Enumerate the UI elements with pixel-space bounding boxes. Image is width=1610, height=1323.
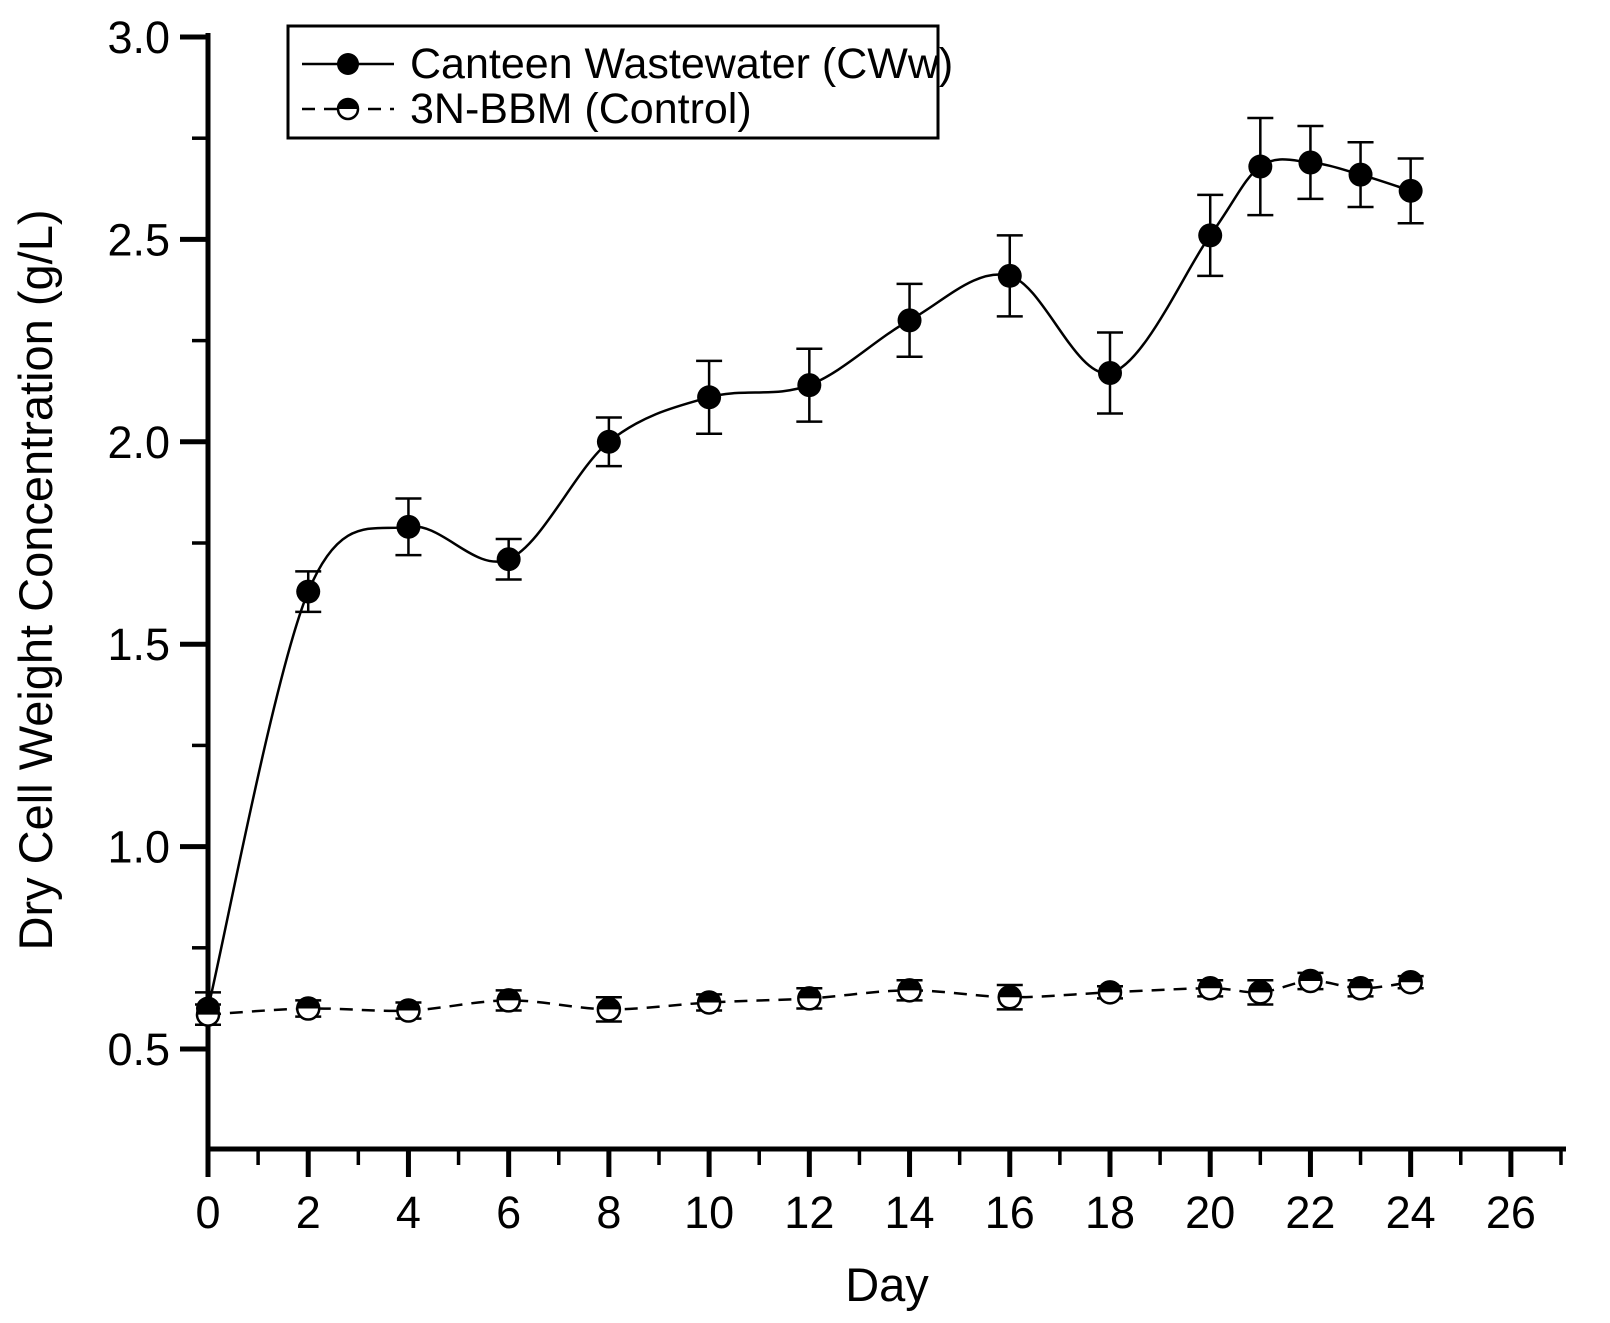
legend: Canteen Wastewater (CWw) 3N-BBM (Control… [286, 24, 953, 140]
data-point-marker-filled [1298, 150, 1323, 175]
x-tick-label: 16 [985, 1187, 1035, 1238]
data-point-marker-filled [797, 373, 822, 398]
data-point-marker-half-fill [197, 1003, 219, 1015]
x-tick-label: 6 [496, 1187, 521, 1238]
x-tick-label: 22 [1285, 1187, 1335, 1238]
series-control [195, 968, 1424, 1027]
data-point-marker-filled [396, 514, 421, 539]
y-tick-label: 2.5 [107, 214, 170, 265]
data-point-marker-half-fill [698, 991, 721, 1003]
data-point-marker-half-fill [297, 997, 320, 1009]
data-point-marker-half-fill [397, 999, 420, 1011]
y-tick-label: 3.0 [107, 12, 170, 63]
x-tick-label: 14 [885, 1187, 935, 1238]
data-point-marker-filled [337, 53, 359, 75]
data-point-marker-half-fill [1249, 981, 1272, 993]
data-point-marker-filled [1198, 223, 1223, 248]
y-tick-label: 0.5 [107, 1024, 170, 1075]
x-tick-label: 0 [195, 1187, 220, 1238]
data-point-marker-filled [496, 547, 521, 572]
data-series [195, 116, 1424, 1027]
data-point-marker-filled [1348, 162, 1373, 187]
x-tick-label: 4 [396, 1187, 421, 1238]
x-axis-title: Day [845, 1258, 929, 1311]
x-tick-label: 10 [684, 1187, 734, 1238]
data-point-marker-half-fill [497, 989, 520, 1001]
data-point-marker-filled [1097, 360, 1122, 385]
data-point-marker-half-fill [1399, 971, 1422, 983]
series-line [206, 158, 1412, 1009]
legend-box [286, 24, 940, 140]
data-point-marker-half-fill [998, 986, 1021, 998]
data-point-marker-filled [697, 385, 722, 410]
data-point-marker-filled [1398, 178, 1423, 203]
y-tick-label: 2.0 [107, 417, 170, 468]
y-axis-title: Dry Cell Weight Concentration (g/L) [9, 210, 62, 951]
x-tick-label: 20 [1185, 1187, 1235, 1238]
axes: 0 2 4 6 8 10 12 14 16 18 20 22 24 263.02.52.01.51.00.… [107, 12, 1566, 1238]
data-point-marker-filled [997, 263, 1022, 288]
x-tick-label: 12 [784, 1187, 834, 1238]
x-tick-label: 2 [296, 1187, 321, 1238]
data-point-marker-half-fill [338, 99, 358, 109]
data-point-marker-half-fill [1199, 977, 1222, 989]
data-point-marker-half-fill [597, 998, 620, 1010]
legend-entry-cww: Canteen Wastewater (CWw) [410, 40, 953, 88]
series-cww [195, 116, 1424, 1026]
data-point-marker-half-fill [798, 987, 821, 999]
data-point-marker-filled [1248, 154, 1273, 179]
y-tick-label: 1.0 [107, 822, 170, 873]
y-tick-label: 1.5 [107, 619, 170, 670]
x-tick-label: 18 [1085, 1187, 1135, 1238]
data-point-marker-filled [296, 579, 321, 604]
data-point-marker-half-fill [1098, 981, 1121, 993]
data-point-marker-half-fill [898, 979, 921, 991]
x-tick-label: 8 [596, 1187, 621, 1238]
data-point-marker-filled [897, 308, 922, 333]
legend-glyphs [302, 53, 394, 121]
data-point-marker-half-fill [1299, 970, 1322, 982]
legend-entry-control: 3N-BBM (Control) [410, 85, 752, 133]
x-tick-label: 24 [1386, 1187, 1436, 1238]
data-point-marker-half-fill [1349, 977, 1372, 989]
data-point-marker-filled [596, 429, 621, 454]
x-tick-label: 26 [1486, 1187, 1536, 1238]
